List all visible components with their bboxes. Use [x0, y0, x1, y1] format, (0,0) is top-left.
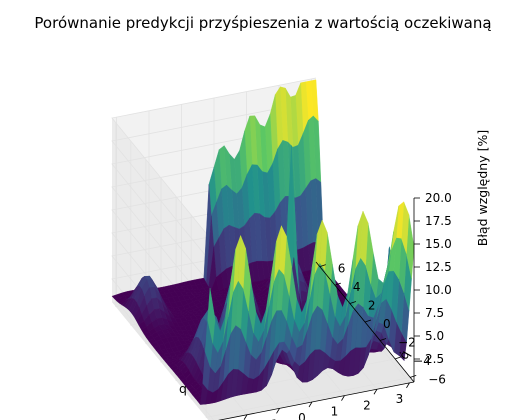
- y-tick: [410, 375, 417, 378]
- z-tick-label: 15.0: [425, 237, 452, 251]
- z-tick-label: 2.5: [425, 352, 444, 366]
- x-tick: [308, 401, 313, 408]
- z-tick-label: 17.5: [425, 214, 452, 228]
- axis-ticks: −3−2−10123−6−4−202462.55.07.510.012.515.…: [218, 191, 452, 420]
- z-tick-label: 20.0: [425, 191, 452, 205]
- y-tick-label: −4: [413, 354, 431, 368]
- y-tick-label: 0: [383, 317, 391, 331]
- x-tick: [341, 395, 345, 401]
- y-tick-label: 2: [368, 299, 376, 313]
- surface-patch: [207, 287, 216, 344]
- z-tick-label: 12.5: [425, 260, 452, 274]
- error-surface: [111, 79, 415, 405]
- x-tick-label: 3: [396, 392, 404, 406]
- x-tick-label: 1: [331, 405, 339, 419]
- z-axis-label: Błąd względny [%]: [475, 130, 490, 246]
- y-tick-label: 4: [353, 280, 361, 294]
- x-tick: [406, 382, 410, 389]
- y-tick: [349, 301, 357, 304]
- z-tick-label: 7.5: [425, 306, 444, 320]
- x-tick-label: 2: [363, 398, 371, 412]
- x-tick: [276, 408, 280, 414]
- grid-line: [190, 214, 396, 400]
- x-tick-label: −1: [261, 417, 279, 420]
- y-tick: [379, 338, 387, 341]
- y-tick-label: −2: [398, 335, 416, 349]
- grid-line: [111, 77, 317, 239]
- x-tick: [373, 389, 378, 395]
- y-tick: [364, 319, 372, 323]
- z-tick-label: 10.0: [425, 283, 452, 297]
- y-tick-label: −6: [428, 372, 446, 386]
- z-tick-label: 5.0: [425, 329, 444, 343]
- y-tick: [334, 282, 341, 286]
- y-tick-label: 6: [338, 262, 346, 276]
- x-tick: [243, 414, 248, 420]
- x-tick-label: 0: [298, 411, 306, 420]
- y-tick: [395, 356, 402, 360]
- x-axis-label: q: [179, 381, 187, 396]
- chart-title: Porównanie predykcji przyśpieszenia z wa…: [34, 14, 492, 32]
- y-tick: [319, 264, 326, 267]
- grid-line: [111, 100, 317, 262]
